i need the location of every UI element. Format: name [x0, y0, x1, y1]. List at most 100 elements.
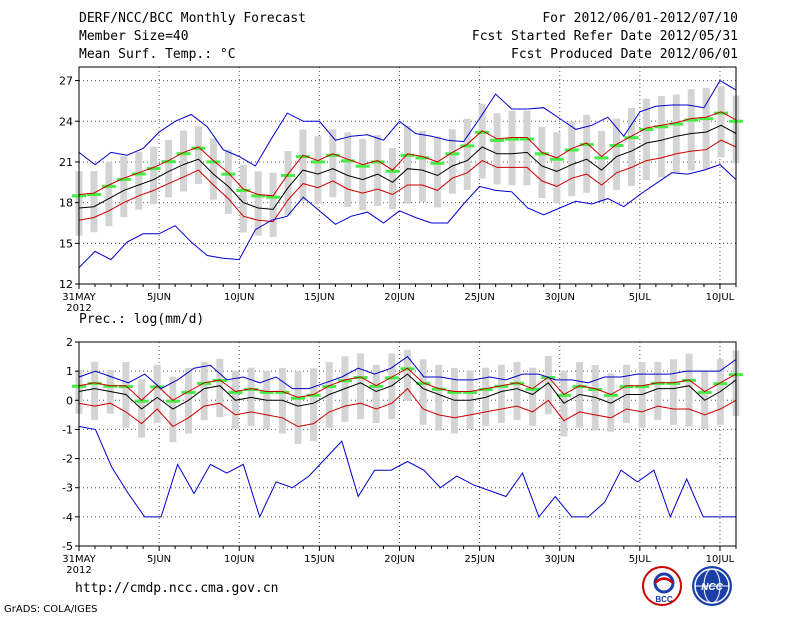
ensemble-box — [180, 130, 188, 192]
median-marker — [430, 161, 445, 165]
series-maximum-line — [78, 355, 737, 390]
median-marker — [337, 379, 352, 383]
y-tick-label: -4 — [62, 511, 73, 524]
median-marker — [635, 385, 650, 389]
median-marker — [510, 381, 524, 385]
ensemble-box — [200, 361, 208, 421]
median-marker — [699, 117, 714, 121]
ensemble-box — [672, 94, 680, 173]
ensemble-box — [120, 156, 128, 218]
ensemble-box — [607, 373, 615, 432]
series-mean-line — [78, 373, 737, 410]
median-marker — [165, 399, 180, 403]
y-tick-label: -5 — [62, 540, 73, 553]
median-marker — [639, 128, 654, 132]
median-marker — [666, 381, 681, 385]
ensemble-box — [466, 370, 474, 429]
median-marker — [475, 130, 490, 134]
x-tick-label: 25JUN — [464, 554, 494, 565]
ensemble-box — [642, 98, 650, 181]
median-marker — [416, 381, 431, 385]
median-marker — [445, 152, 460, 156]
ensemble-box — [91, 361, 99, 421]
ensemble-box — [194, 126, 202, 184]
ensemble-box — [105, 161, 113, 227]
median-marker — [385, 169, 400, 173]
ensemble-box — [687, 89, 695, 171]
x-tick-label: 10JUN — [224, 292, 254, 303]
ensemble-box — [135, 152, 143, 210]
median-marker — [594, 156, 609, 160]
median-marker — [619, 385, 634, 389]
median-marker — [221, 172, 236, 176]
median-marker — [355, 164, 370, 168]
ensemble-box — [583, 114, 591, 193]
ensemble-box — [493, 113, 501, 185]
forecast-start-date: Fcst Started Refer Date 2012/05/31 — [471, 29, 738, 44]
chart-title: DERF/NCC/BCC Monthly Forecast — [79, 11, 306, 26]
y-tick-label: 0 — [66, 394, 73, 407]
median-marker — [150, 385, 165, 389]
median-marker — [86, 192, 101, 196]
median-marker — [447, 390, 462, 394]
median-marker — [494, 384, 509, 388]
x-tick-label: 31MAY — [62, 292, 96, 303]
y-tick-label: 24 — [59, 115, 73, 128]
median-marker — [463, 390, 478, 394]
ensemble-box — [598, 130, 606, 203]
ensemble-box — [310, 368, 318, 442]
plot-frame — [78, 66, 737, 285]
x-tick-label: 5JUL — [629, 554, 652, 565]
median-marker — [295, 155, 310, 159]
median-marker — [306, 393, 321, 397]
median-marker — [490, 138, 505, 142]
ensemble-box — [669, 359, 677, 425]
member-size: Member Size=40 — [79, 29, 189, 44]
median-marker — [244, 388, 259, 392]
median-marker — [176, 152, 191, 156]
x-tick-label: 30JUN — [544, 292, 574, 303]
source-url[interactable]: http://cmdp.ncc.cma.gov.cn — [75, 581, 279, 596]
median-marker — [161, 160, 176, 164]
ensemble-box — [685, 353, 693, 427]
median-marker — [549, 157, 564, 161]
median-marker — [322, 385, 337, 389]
y-tick-label: 21 — [59, 156, 73, 169]
ensemble-box — [165, 139, 173, 198]
ensemble-box — [523, 110, 531, 186]
ensemble-box — [513, 361, 521, 421]
ensemble-box — [374, 134, 382, 207]
ncc-logo-text: NCC — [701, 582, 723, 593]
ensemble-box — [478, 103, 486, 179]
ensemble-box — [254, 171, 262, 236]
median-marker — [505, 137, 520, 141]
ensemble-box — [153, 364, 161, 424]
ensemble-box — [448, 129, 456, 194]
median-marker — [310, 160, 325, 164]
ensemble-box — [433, 136, 441, 208]
y-tick-label: 27 — [59, 75, 73, 88]
ensemble-box — [508, 110, 516, 186]
bcc-logo-text: BCC — [655, 595, 673, 604]
series-upper-spread-line — [78, 111, 737, 197]
panel-title: Prec.: log(mm/d) — [79, 312, 204, 327]
forecast-period: For 2012/06/01-2012/07/10 — [542, 11, 738, 26]
forecast-produced-date: Fcst Produced Date 2012/06/01 — [511, 47, 738, 62]
median-marker — [525, 387, 540, 391]
ensemble-box — [357, 353, 365, 419]
y-tick-label: 18 — [59, 197, 73, 210]
median-marker — [588, 388, 603, 392]
bcc-logo: BCC — [642, 566, 682, 606]
x-tick-label: 15JUN — [304, 292, 334, 303]
x-tick-label: 20JUN — [384, 292, 414, 303]
series-minimum-line — [78, 164, 737, 269]
median-marker — [191, 146, 206, 150]
median-marker — [103, 384, 118, 388]
median-marker — [251, 194, 266, 198]
variable-label: Mean Surf. Temp.: °C — [79, 47, 236, 62]
ensemble-box — [90, 171, 98, 233]
ensemble-box — [359, 139, 367, 211]
median-marker — [400, 153, 415, 157]
